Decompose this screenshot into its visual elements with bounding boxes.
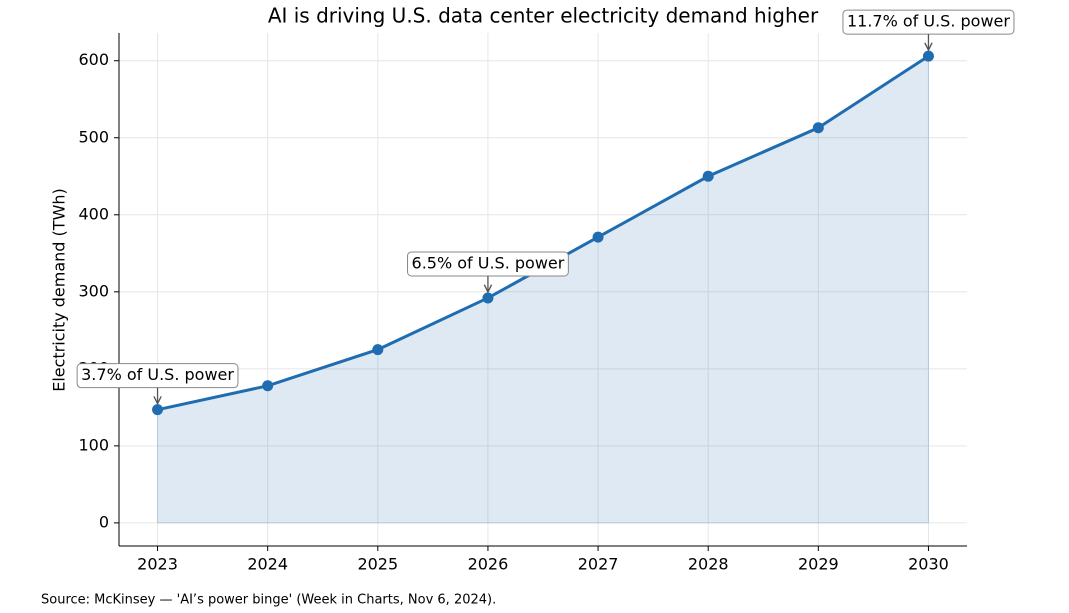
- annotation-text: 11.7% of U.S. power: [847, 12, 1010, 31]
- x-tick-label: 2026: [468, 555, 509, 574]
- y-tick-label: 0: [99, 512, 109, 531]
- x-tick-label: 2025: [357, 555, 398, 574]
- x-tick-label: 2027: [578, 555, 619, 574]
- y-tick-label: 100: [78, 435, 109, 454]
- x-tick-label: 2030: [908, 555, 949, 574]
- point: [262, 380, 274, 392]
- y-tick-label: 500: [78, 127, 109, 146]
- area: [157, 55, 929, 524]
- point: [482, 292, 494, 304]
- annotation: 6.5% of U.S. power: [407, 251, 569, 292]
- y-tick-label: 300: [78, 281, 109, 300]
- annotation-text: 3.7% of U.S. power: [81, 365, 234, 384]
- point: [702, 170, 714, 182]
- x-tick-label: 2023: [137, 555, 178, 574]
- y-axis-label: Electricity demand (TWh): [50, 188, 69, 392]
- x-tick-label: 2028: [688, 555, 729, 574]
- y-tick-label: 600: [78, 50, 109, 69]
- point: [812, 122, 824, 134]
- annotation-text: 6.5% of U.S. power: [412, 253, 565, 272]
- point: [592, 231, 604, 243]
- x-tick-label: 2024: [247, 555, 288, 574]
- x-tick-label: 2029: [798, 555, 839, 574]
- point: [922, 50, 934, 62]
- point: [152, 404, 164, 416]
- annotation: 3.7% of U.S. power: [76, 363, 239, 404]
- grid: [119, 33, 967, 546]
- source-note: Source: McKinsey — 'AI’s power binge' (W…: [41, 593, 496, 608]
- y-tick-label: 400: [78, 204, 109, 223]
- annotation: 11.7% of U.S. power: [842, 9, 1015, 50]
- chart-title: AI is driving U.S. data center electrici…: [268, 4, 819, 28]
- point: [372, 344, 384, 356]
